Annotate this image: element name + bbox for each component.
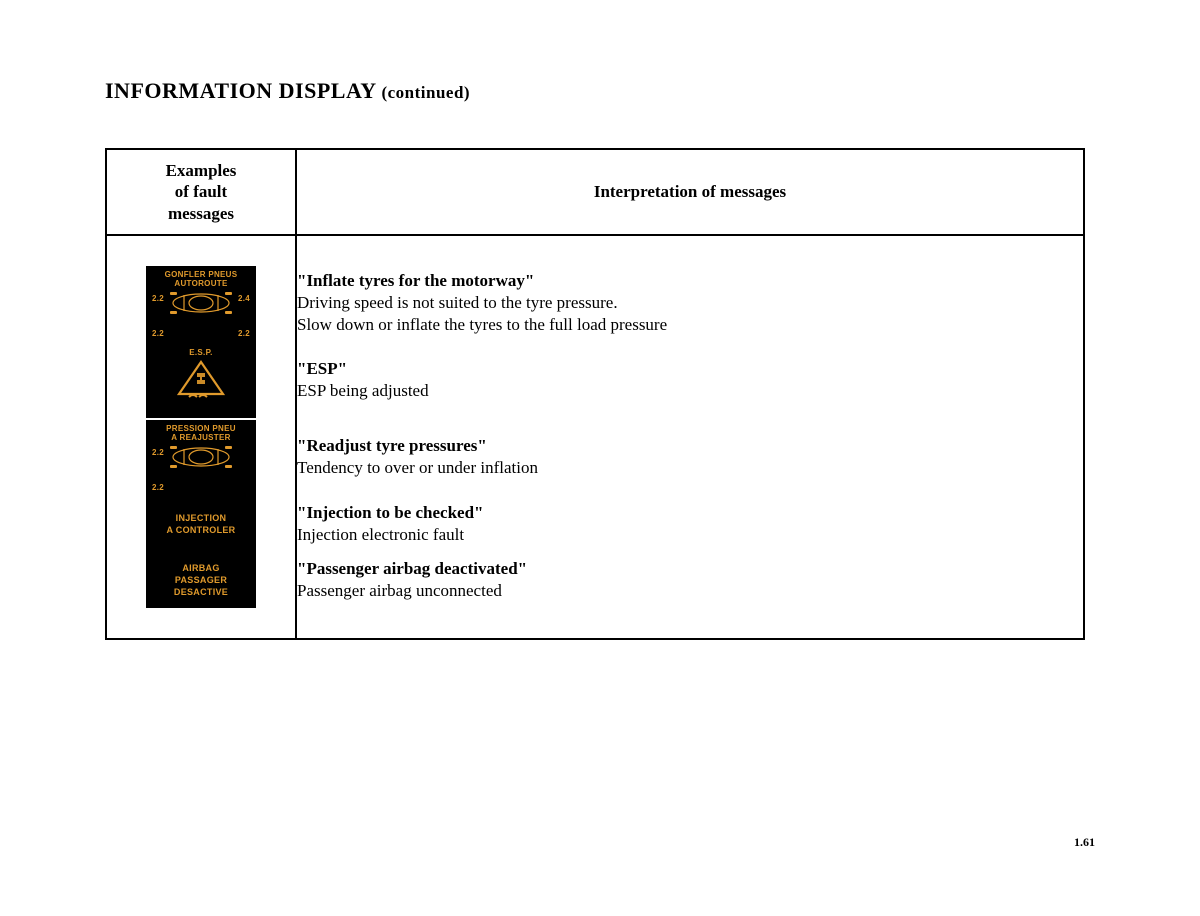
- fault-message-cell: "Passenger airbag deactivated"Passenger …: [296, 552, 1084, 639]
- text-display-icon: INJECTIONA CONTROLER: [146, 496, 256, 552]
- fault-messages-table: Examplesof faultmessages Interpretation …: [105, 148, 1085, 640]
- text-display-icon: AIRBAGPASSAGERDESACTIVE: [146, 552, 256, 608]
- fault-message-cell: "ESP"ESP being adjusted: [296, 342, 1084, 418]
- fault-icon-cell: AIRBAGPASSAGERDESACTIVE: [106, 552, 296, 639]
- fault-icon-cell: INJECTIONA CONTROLER: [106, 496, 296, 552]
- header-examples: Examplesof faultmessages: [106, 149, 296, 235]
- table-row: PRESSION PNEUA REAJUSTER 2.2 2.2 "Readju…: [106, 418, 1084, 496]
- fault-icon-cell: PRESSION PNEUA REAJUSTER 2.2 2.2: [106, 418, 296, 496]
- fault-message-body: Driving speed is not suited to the tyre …: [297, 292, 1083, 336]
- fault-icon-cell: E.S.P.: [106, 342, 296, 418]
- table-row: E.S.P. "ESP"ESP being adjusted: [106, 342, 1084, 418]
- title-main: INFORMATION DISPLAY: [105, 78, 377, 103]
- table-header-row: Examplesof faultmessages Interpretation …: [106, 149, 1084, 235]
- fault-icon-cell: GONFLER PNEUSAUTOROUTE 2.2 2.4 2.2 2.2: [106, 235, 296, 342]
- tyre-car-display-icon: PRESSION PNEUA REAJUSTER 2.2 2.2: [146, 420, 256, 496]
- fault-message-title: "Injection to be checked": [297, 502, 1083, 524]
- header-interpretation: Interpretation of messages: [296, 149, 1084, 235]
- page-number: 1.61: [1074, 835, 1095, 850]
- esp-display-icon: E.S.P.: [146, 342, 256, 418]
- fault-message-title: "Readjust tyre pressures": [297, 435, 1083, 457]
- tyre-car-display-icon: GONFLER PNEUSAUTOROUTE 2.2 2.4 2.2 2.2: [146, 266, 256, 342]
- fault-message-body: ESP being adjusted: [297, 380, 1083, 402]
- page-container: INFORMATION DISPLAY (continued) Examples…: [0, 0, 1200, 640]
- page-title: INFORMATION DISPLAY (continued): [105, 78, 1095, 104]
- fault-message-body: Tendency to over or under inflation: [297, 457, 1083, 479]
- fault-message-cell: "Inflate tyres for the motorway"Driving …: [296, 235, 1084, 342]
- fault-message-cell: "Injection to be checked"Injection elect…: [296, 496, 1084, 552]
- fault-message-body: Passenger airbag unconnected: [297, 580, 1083, 602]
- table-row: GONFLER PNEUSAUTOROUTE 2.2 2.4 2.2 2.2 "I…: [106, 235, 1084, 342]
- fault-message-title: "Inflate tyres for the motorway": [297, 270, 1083, 292]
- fault-message-body: Injection electronic fault: [297, 524, 1083, 546]
- title-continued: (continued): [377, 83, 470, 102]
- table-row: INJECTIONA CONTROLER "Injection to be che…: [106, 496, 1084, 552]
- fault-message-cell: "Readjust tyre pressures"Tendency to ove…: [296, 418, 1084, 496]
- fault-message-title: "Passenger airbag deactivated": [297, 558, 1083, 580]
- table-row: AIRBAGPASSAGERDESACTIVE "Passenger airbag…: [106, 552, 1084, 639]
- fault-message-title: "ESP": [297, 358, 1083, 380]
